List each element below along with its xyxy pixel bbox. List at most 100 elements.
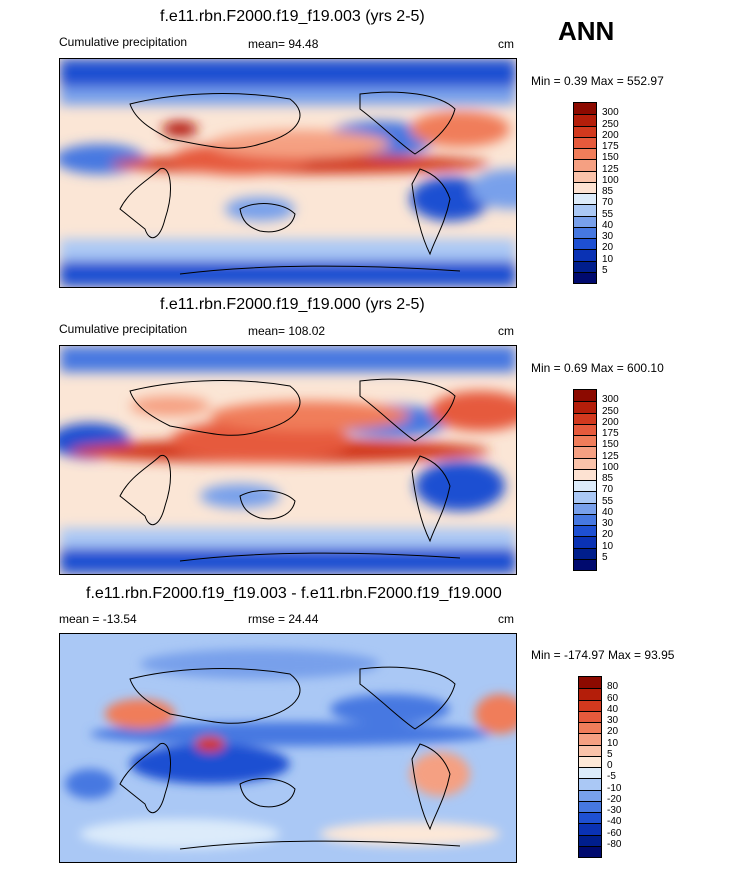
colorbar-swatch <box>574 260 596 272</box>
colorbar-swatch <box>574 446 596 458</box>
panel-1-variable-label: Cumulative precipitation <box>59 35 188 49</box>
colorbar-swatch <box>574 215 596 227</box>
colorbar-swatch <box>579 744 601 756</box>
colorbar-tick-label: 5 <box>602 551 608 563</box>
colorbar-swatch <box>574 170 596 182</box>
colorbar-swatch <box>579 722 601 734</box>
colorbar-swatch <box>579 812 601 824</box>
colorbar-swatch <box>579 789 601 801</box>
colorbar-tick-label: 200 <box>602 129 619 141</box>
colorbar-tick-label: 5 <box>602 264 608 276</box>
colorbar-tick-label: 175 <box>602 141 619 152</box>
panel-1-colorbar <box>573 102 597 284</box>
colorbar-tick-label: 125 <box>602 163 619 175</box>
colorbar-tick-label: 10 <box>607 737 619 749</box>
colorbar-tick-label: 10 <box>602 253 614 265</box>
colorbar-tick-label: -40 <box>607 816 622 828</box>
colorbar-swatch <box>579 688 601 700</box>
colorbar-tick-label: -5 <box>607 771 616 783</box>
colorbar-swatch <box>574 480 596 492</box>
panel-2-mean: mean= 108.02 <box>248 324 326 338</box>
colorbar-tick-label: 70 <box>602 484 614 496</box>
colorbar-swatch <box>579 834 601 846</box>
colorbar-tick-label: 125 <box>602 450 619 462</box>
colorbar-swatch <box>574 525 596 537</box>
colorbar-swatch <box>574 136 596 148</box>
colorbar-swatch <box>579 733 601 745</box>
colorbar-tick-label: 40 <box>602 219 614 231</box>
colorbar-tick-label: 20 <box>607 726 619 738</box>
colorbar-swatch <box>574 491 596 503</box>
colorbar-tick-label: 0 <box>607 760 613 771</box>
colorbar-swatch <box>574 193 596 205</box>
colorbar-swatch <box>574 125 596 137</box>
colorbar-swatch <box>574 412 596 424</box>
panel-3-minmax: Min = -174.97 Max = 93.95 <box>531 648 675 662</box>
panel-3-mean: mean = -13.54 <box>59 612 137 626</box>
colorbar-swatch <box>574 238 596 250</box>
colorbar-swatch <box>579 778 601 790</box>
colorbar-tick-label: 55 <box>602 208 614 220</box>
panel-2-units: cm <box>498 324 514 338</box>
colorbar-swatch <box>574 558 596 570</box>
colorbar-tick-label: 10 <box>602 540 614 552</box>
colorbar-swatch <box>579 699 601 711</box>
colorbar-swatch <box>574 159 596 171</box>
colorbar-swatch <box>579 823 601 835</box>
colorbar-tick-label: 55 <box>602 495 614 507</box>
colorbar-swatch <box>574 204 596 216</box>
colorbar-swatch <box>579 677 601 689</box>
colorbar-swatch <box>574 502 596 514</box>
panel-3-map <box>59 633 517 863</box>
colorbar-tick-label: 30 <box>602 518 614 529</box>
panel-1-map <box>59 58 517 288</box>
colorbar-swatch <box>574 271 596 283</box>
colorbar-swatch <box>574 435 596 447</box>
colorbar-swatch <box>574 401 596 413</box>
panel-2-minmax: Min = 0.69 Max = 600.10 <box>531 361 664 375</box>
colorbar-tick-label: 150 <box>602 439 619 451</box>
colorbar-tick-label: -10 <box>607 782 622 794</box>
colorbar-swatch <box>579 800 601 812</box>
colorbar-swatch <box>574 249 596 261</box>
colorbar-tick-label: 70 <box>602 197 614 209</box>
panel-3-title: f.e11.rbn.F2000.f19_f19.003 - f.e11.rbn.… <box>86 585 502 602</box>
colorbar-swatch <box>579 767 601 779</box>
colorbar-swatch <box>574 457 596 469</box>
colorbar-tick-label: 250 <box>602 118 619 130</box>
colorbar-tick-label: 300 <box>602 107 619 119</box>
colorbar-tick-label: 100 <box>602 174 619 186</box>
colorbar-tick-label: 200 <box>602 416 619 428</box>
colorbar-tick-label: 85 <box>602 473 614 484</box>
colorbar-swatch <box>574 513 596 525</box>
colorbar-tick-label: 85 <box>602 186 614 197</box>
panel-1-title: f.e11.rbn.F2000.f19_f19.003 (yrs 2-5) <box>160 8 425 25</box>
panel-3-units: cm <box>498 612 514 626</box>
season-label: ANN <box>558 16 615 46</box>
colorbar-swatch <box>574 226 596 238</box>
colorbar-tick-label: -20 <box>607 793 622 805</box>
colorbar-swatch <box>579 845 601 857</box>
colorbar-tick-label: 40 <box>607 703 619 715</box>
colorbar-swatch <box>574 181 596 193</box>
colorbar-tick-label: 5 <box>607 748 613 760</box>
colorbar-swatch <box>574 547 596 559</box>
colorbar-tick-label: 30 <box>607 715 619 726</box>
colorbar-swatch <box>579 755 601 767</box>
colorbar-tick-label: 150 <box>602 152 619 164</box>
panel-3-colorbar <box>578 676 602 858</box>
panel-1-minmax: Min = 0.39 Max = 552.97 <box>531 74 664 88</box>
colorbar-tick-label: -30 <box>607 805 622 816</box>
panel-2-colorbar <box>573 389 597 571</box>
colorbar-swatch <box>574 148 596 160</box>
colorbar-tick-label: 80 <box>607 681 619 693</box>
panel-2-variable-label: Cumulative precipitation <box>59 322 188 336</box>
colorbar-tick-label: 20 <box>602 242 614 254</box>
colorbar-tick-label: 40 <box>602 506 614 518</box>
colorbar-tick-label: 20 <box>602 529 614 541</box>
panel-1-mean: mean= 94.48 <box>248 37 319 51</box>
colorbar-swatch <box>574 114 596 126</box>
colorbar-tick-label: 250 <box>602 405 619 417</box>
panel-2-title: f.e11.rbn.F2000.f19_f19.000 (yrs 2-5) <box>160 296 425 313</box>
colorbar-tick-label: 100 <box>602 461 619 473</box>
